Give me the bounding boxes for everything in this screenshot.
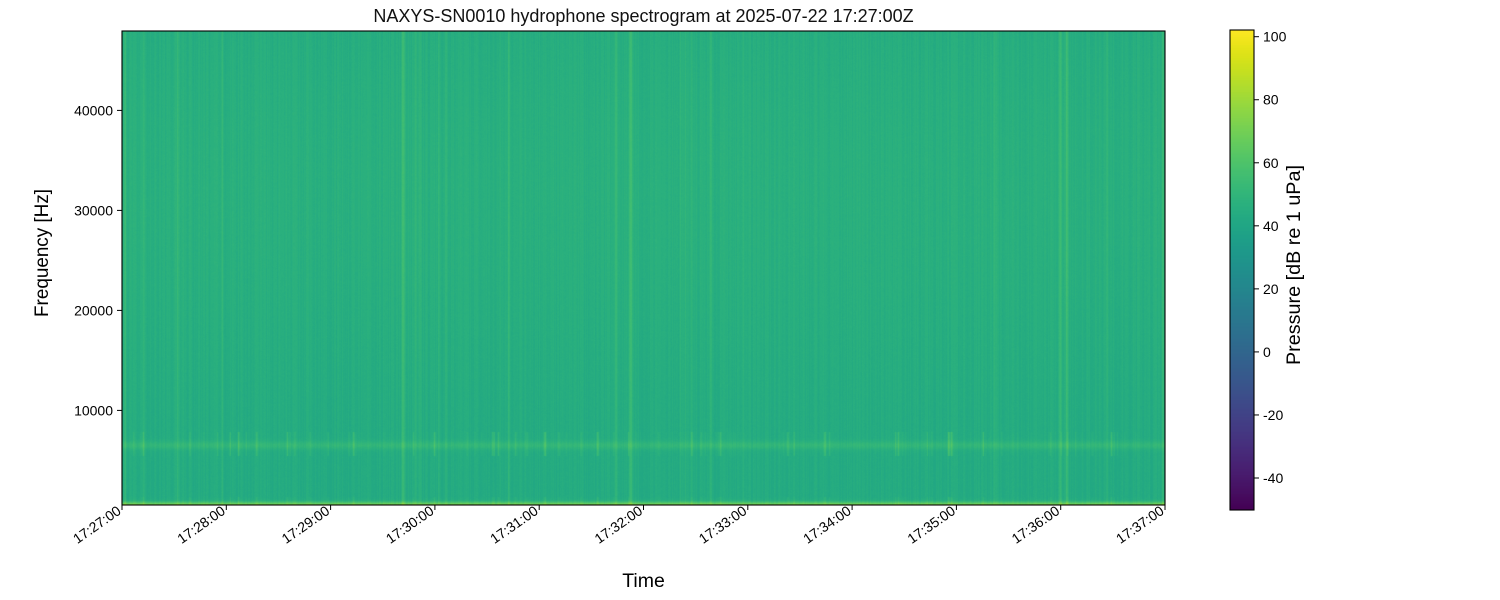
svg-text:-20: -20 — [1263, 407, 1283, 423]
svg-text:-40: -40 — [1263, 470, 1283, 486]
svg-text:10000: 10000 — [74, 402, 113, 418]
svg-text:30000: 30000 — [74, 202, 113, 218]
svg-text:Pressure [dB re 1 uPa]: Pressure [dB re 1 uPa] — [1283, 165, 1305, 365]
svg-text:40000: 40000 — [74, 102, 113, 118]
svg-text:17:37:00: 17:37:00 — [1113, 502, 1167, 546]
svg-text:17:27:00: 17:27:00 — [70, 502, 124, 546]
svg-text:17:30:00: 17:30:00 — [383, 502, 437, 546]
svg-text:17:29:00: 17:29:00 — [278, 502, 332, 546]
svg-text:80: 80 — [1263, 92, 1279, 108]
svg-text:0: 0 — [1263, 344, 1271, 360]
svg-text:17:33:00: 17:33:00 — [696, 502, 750, 546]
svg-text:17:31:00: 17:31:00 — [487, 502, 541, 546]
svg-text:17:36:00: 17:36:00 — [1009, 502, 1063, 546]
svg-text:17:32:00: 17:32:00 — [591, 502, 645, 546]
svg-text:20000: 20000 — [74, 302, 113, 318]
svg-text:Frequency [Hz]: Frequency [Hz] — [31, 189, 53, 317]
svg-text:17:35:00: 17:35:00 — [904, 502, 958, 546]
svg-text:100: 100 — [1263, 29, 1287, 45]
svg-text:40: 40 — [1263, 218, 1279, 234]
svg-text:60: 60 — [1263, 155, 1279, 171]
svg-text:Time: Time — [622, 570, 665, 592]
svg-text:20: 20 — [1263, 281, 1279, 297]
svg-text:17:28:00: 17:28:00 — [174, 502, 228, 546]
svg-text:17:34:00: 17:34:00 — [800, 502, 854, 546]
